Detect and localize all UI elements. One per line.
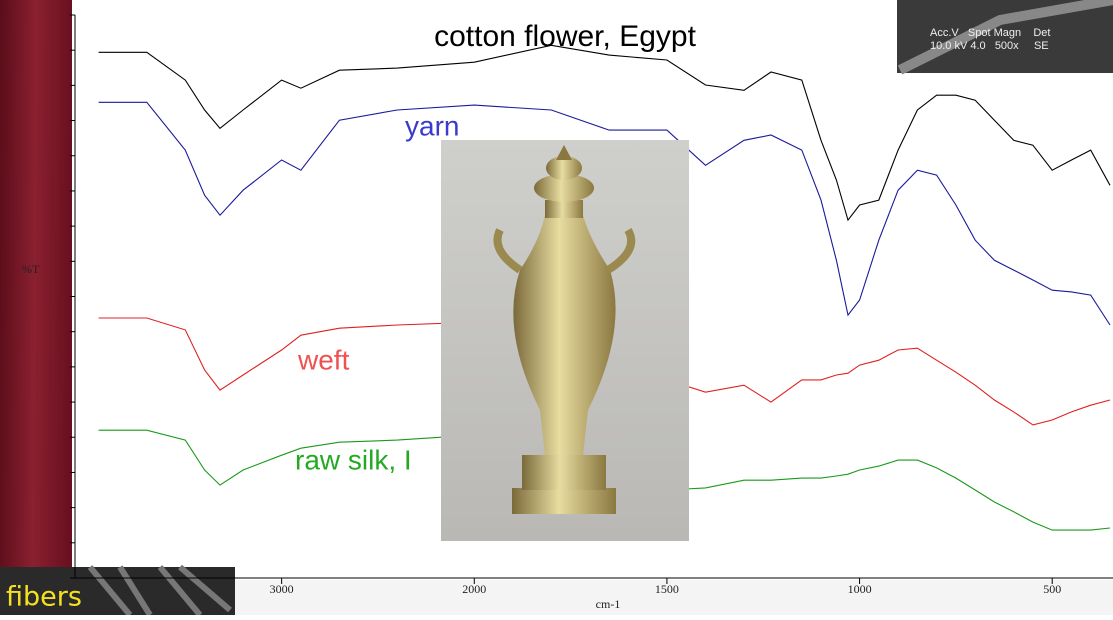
artifact-photo xyxy=(441,140,689,541)
left-texture xyxy=(0,0,72,570)
series-label: weft xyxy=(297,344,350,375)
slide-label: fibers xyxy=(6,582,82,613)
sem-fiber xyxy=(897,0,1113,75)
x-tick-label: 3000 xyxy=(270,582,294,596)
series-label: raw silk, I xyxy=(295,444,412,475)
sem-inset xyxy=(897,0,1113,73)
spectrum-line xyxy=(98,317,1111,426)
y-axis-label: %T xyxy=(22,262,40,276)
series-label: cotton flower, Egypt xyxy=(434,20,696,53)
fiber-strands xyxy=(87,564,232,617)
series-label: yarn xyxy=(405,110,459,141)
spectrum-line xyxy=(98,101,1111,326)
plot: 3000 2000 1500 1000 500 cotton flower, Egypt y… xyxy=(70,14,1111,596)
x-axis-label: cm-1 xyxy=(596,597,621,611)
sem-values: 10.0 kV 4.0 500x SE xyxy=(930,40,1049,52)
x-tick-label: 500 xyxy=(1043,582,1061,596)
sem-header: Acc.V Spot Magn Det xyxy=(930,27,1050,39)
x-tick-label: 1000 xyxy=(848,582,872,596)
spectrum-line xyxy=(98,44,1111,222)
x-tick-label: 1500 xyxy=(655,582,679,596)
spectrum-line xyxy=(98,429,1111,531)
x-tick-label: 2000 xyxy=(462,582,486,596)
